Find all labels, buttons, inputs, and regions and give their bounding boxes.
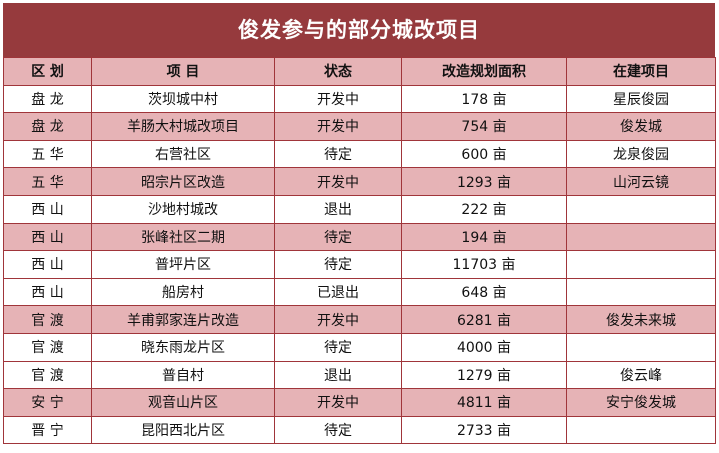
cell-area: 600 亩 (401, 139, 567, 169)
table-row: 盘 龙茨坝城中村 开发中 178 亩星辰俊园 (3, 84, 716, 114)
cell-district: 五 华 (3, 139, 92, 169)
cell-status: 开发中 (274, 112, 402, 141)
cell-project: 沙地村城改 (91, 194, 275, 224)
project-table-frame: 俊发参与的部分城改项目 区 划 项 目 状态 改造规划面积 在建项目 盘 龙茨坝… (3, 3, 716, 445)
header-project: 项 目 (91, 57, 275, 86)
cell-district: 官 渡 (3, 332, 92, 362)
cell-status: 开发中 (274, 167, 402, 196)
table-row: 晋 宁昆阳西北片区 待定 2733 亩 (3, 415, 716, 445)
cell-district: 西 山 (3, 250, 92, 279)
cell-building: 安宁俊发城 (566, 388, 716, 417)
cell-status: 开发中 (274, 305, 402, 334)
cell-status: 待定 (274, 222, 402, 252)
cell-project: 昭宗片区改造 (91, 167, 275, 196)
table-row: 西 山普坪片区 待定 11703 亩 (3, 250, 716, 279)
cell-status: 退出 (274, 194, 402, 224)
cell-area: 1279 亩 (401, 360, 567, 390)
cell-building (566, 332, 716, 362)
cell-area: 754 亩 (401, 112, 567, 141)
cell-building (566, 250, 716, 279)
table-row: 五 华右营社区 待定 600 亩龙泉俊园 (3, 139, 716, 169)
cell-project: 普自村 (91, 360, 275, 390)
cell-project: 昆阳西北片区 (91, 415, 275, 445)
cell-status: 开发中 (274, 388, 402, 417)
table-row: 五 华昭宗片区改造 开发中 1293 亩山河云镜 (3, 167, 716, 196)
cell-project: 羊甫郭家连片改造 (91, 305, 275, 334)
cell-status: 待定 (274, 250, 402, 279)
cell-district: 西 山 (3, 277, 92, 307)
cell-area: 4811 亩 (401, 388, 567, 417)
cell-building: 山河云镜 (566, 167, 716, 196)
header-area: 改造规划面积 (401, 57, 567, 86)
cell-district: 西 山 (3, 194, 92, 224)
cell-area: 178 亩 (401, 84, 567, 114)
cell-building (566, 415, 716, 445)
cell-area: 4000 亩 (401, 332, 567, 362)
cell-status: 退出 (274, 360, 402, 390)
table-row: 西 山张峰社区二期 待定 194 亩 (3, 222, 716, 252)
header-status: 状态 (274, 57, 402, 86)
cell-status: 待定 (274, 332, 402, 362)
table-row: 盘 龙羊肠大村城改项目 开发中 754 亩俊发城 (3, 112, 716, 141)
cell-building (566, 222, 716, 252)
cell-status: 待定 (274, 415, 402, 445)
table-row: 官 渡普自村 退出 1279 亩俊云峰 (3, 360, 716, 390)
table-row: 官 渡羊甫郭家连片改造 开发中 6281 亩俊发未来城 (3, 305, 716, 334)
cell-project: 羊肠大村城改项目 (91, 112, 275, 141)
cell-status: 开发中 (274, 84, 402, 114)
header-building: 在建项目 (566, 57, 716, 86)
header-row: 区 划 项 目 状态 改造规划面积 在建项目 (3, 57, 716, 86)
cell-project: 船房村 (91, 277, 275, 307)
cell-building: 俊发城 (566, 112, 716, 141)
cell-project: 晓东雨龙片区 (91, 332, 275, 362)
cell-building: 俊云峰 (566, 360, 716, 390)
cell-project: 观音山片区 (91, 388, 275, 417)
cell-district: 五 华 (3, 167, 92, 196)
table-row: 官 渡晓东雨龙片区 待定 4000 亩 (3, 332, 716, 362)
cell-area: 11703 亩 (401, 250, 567, 279)
cell-area: 2733 亩 (401, 415, 567, 445)
cell-building: 星辰俊园 (566, 84, 716, 114)
cell-project: 张峰社区二期 (91, 222, 275, 252)
cell-area: 194 亩 (401, 222, 567, 252)
cell-building (566, 194, 716, 224)
cell-district: 晋 宁 (3, 415, 92, 445)
table-body: 盘 龙茨坝城中村 开发中 178 亩星辰俊园盘 龙羊肠大村城改项目 开发中 754 亩俊… (3, 84, 716, 445)
cell-district: 西 山 (3, 222, 92, 252)
cell-building: 俊发未来城 (566, 305, 716, 334)
header-district: 区 划 (3, 57, 92, 86)
table-row: 西 山船房村 已退出 648 亩 (3, 277, 716, 307)
cell-status: 已退出 (274, 277, 402, 307)
cell-district: 官 渡 (3, 305, 92, 334)
table-title: 俊发参与的部分城改项目 (3, 3, 715, 57)
cell-district: 安 宁 (3, 388, 92, 417)
cell-district: 盘 龙 (3, 84, 92, 114)
cell-building: 龙泉俊园 (566, 139, 716, 169)
table-row: 西 山沙地村城改 退出 222 亩 (3, 194, 716, 224)
project-table: 区 划 项 目 状态 改造规划面积 在建项目 盘 龙茨坝城中村 开发中 178 亩星… (3, 57, 716, 445)
table-row: 安 宁观音山片区 开发中 4811 亩安宁俊发城 (3, 388, 716, 417)
cell-area: 648 亩 (401, 277, 567, 307)
cell-area: 222 亩 (401, 194, 567, 224)
cell-district: 盘 龙 (3, 112, 92, 141)
cell-area: 1293 亩 (401, 167, 567, 196)
cell-status: 待定 (274, 139, 402, 169)
cell-district: 官 渡 (3, 360, 92, 390)
cell-project: 茨坝城中村 (91, 84, 275, 114)
cell-area: 6281 亩 (401, 305, 567, 334)
cell-building (566, 277, 716, 307)
cell-project: 右营社区 (91, 139, 275, 169)
cell-project: 普坪片区 (91, 250, 275, 279)
